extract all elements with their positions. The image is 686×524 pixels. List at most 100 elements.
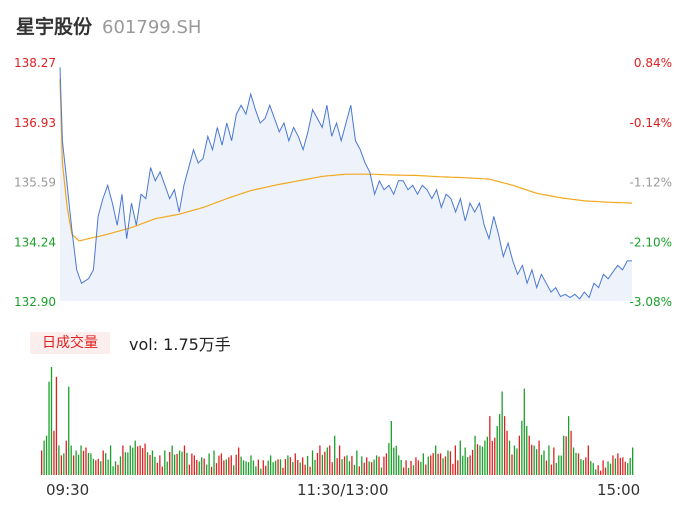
volume-bar (506, 430, 508, 475)
volume-bar (499, 414, 501, 475)
volume-bar (309, 466, 311, 475)
volume-bar (252, 460, 255, 475)
volume-bar (513, 445, 516, 475)
volume-bar (191, 453, 193, 475)
volume-bar (422, 453, 424, 475)
volume-chart (41, 367, 634, 475)
volume-bar (294, 453, 296, 475)
volume-bar (555, 463, 557, 475)
y-tick-price: 132.90 (14, 295, 56, 309)
volume-bar (550, 464, 553, 475)
volume-bar (70, 445, 72, 475)
volume-bar (100, 461, 102, 475)
volume-bar (462, 455, 464, 475)
volume-bar (614, 458, 617, 475)
y-tick-price: 136.93 (14, 116, 56, 130)
volume-bar (55, 376, 58, 475)
volume-bar (302, 457, 304, 475)
volume-bar (319, 445, 321, 475)
stock-code: 601799.SH (102, 17, 202, 38)
volume-bar (272, 462, 274, 475)
volume-bar (599, 470, 602, 475)
volume-bar (267, 460, 269, 475)
volume-bar (479, 445, 481, 475)
volume-bar (469, 455, 471, 475)
volume-bar (338, 445, 341, 475)
volume-bar (97, 458, 99, 475)
volume-bar (430, 455, 432, 475)
y-tick-price: 135.59 (14, 176, 56, 190)
volume-bar (169, 452, 171, 475)
volume-bar (570, 430, 572, 475)
volume-bar (205, 464, 208, 475)
volume-bar (572, 447, 575, 475)
volume-bar (331, 462, 333, 475)
volume-bar (442, 458, 444, 475)
volume-bar (607, 461, 609, 475)
volume-bar (240, 456, 242, 475)
volume-bar (348, 461, 351, 475)
volume-bar (567, 416, 570, 475)
volume-bar (129, 445, 131, 475)
volume-bar (624, 461, 626, 475)
volume-bar (353, 464, 356, 475)
volume-bar (580, 459, 582, 475)
volume-bar (577, 453, 580, 475)
volume-bar (336, 458, 338, 475)
volume-bar (329, 445, 331, 475)
volume-bar (45, 435, 48, 475)
volume-bar (41, 450, 43, 475)
volume-bar (366, 457, 368, 475)
volume-bar (511, 454, 513, 475)
volume-bar (496, 425, 498, 475)
volume-bar (292, 462, 294, 475)
volume-bar (602, 460, 604, 475)
volume-bar (481, 446, 484, 475)
volume-bar (183, 445, 186, 475)
volume-bar (516, 448, 518, 475)
volume-summary: vol: 1.75万手 (129, 335, 231, 354)
volume-bar (282, 467, 284, 475)
volume-bar (277, 459, 279, 475)
volume-bar (619, 457, 621, 475)
volume-bar (538, 440, 540, 475)
volume-bar (137, 446, 139, 475)
volume-bar (565, 436, 567, 475)
volume-bar (151, 450, 154, 475)
volume-bar (489, 416, 491, 475)
volume-bar (90, 453, 92, 475)
volume-bar (341, 459, 343, 475)
volume-bar (156, 462, 159, 475)
volume-bar (119, 456, 122, 475)
volume-bar (563, 435, 565, 475)
volume-bar (363, 462, 365, 475)
volume-bar (144, 443, 146, 475)
volume-bar (247, 462, 250, 475)
header: 星宇股份 601799.SH (16, 12, 201, 40)
volume-bar (390, 421, 392, 475)
volume-bar (134, 440, 136, 475)
volume-bar (575, 452, 577, 475)
volume-bar (171, 445, 173, 475)
volume-bar (597, 465, 599, 475)
volume-bar (476, 444, 479, 475)
volume-tab[interactable]: 日成交量 (30, 332, 110, 354)
volume-bar (306, 456, 309, 475)
volume-bar (215, 463, 218, 475)
volume-bar (592, 463, 594, 475)
volume-bar (122, 445, 124, 475)
price-line (59, 67, 632, 300)
volume-bar (304, 464, 306, 475)
volume-bar (437, 453, 439, 475)
volume-bar (161, 466, 163, 475)
volume-bar (351, 455, 353, 475)
volume-bar (201, 457, 203, 475)
volume-bar (412, 465, 415, 475)
volume-bar (439, 453, 442, 475)
volume-bar (334, 435, 336, 475)
volume-bar (454, 445, 456, 475)
volume-bar (255, 466, 257, 475)
volume-bar (141, 448, 144, 475)
volume-bar (210, 466, 213, 475)
average-price-line (59, 78, 633, 242)
